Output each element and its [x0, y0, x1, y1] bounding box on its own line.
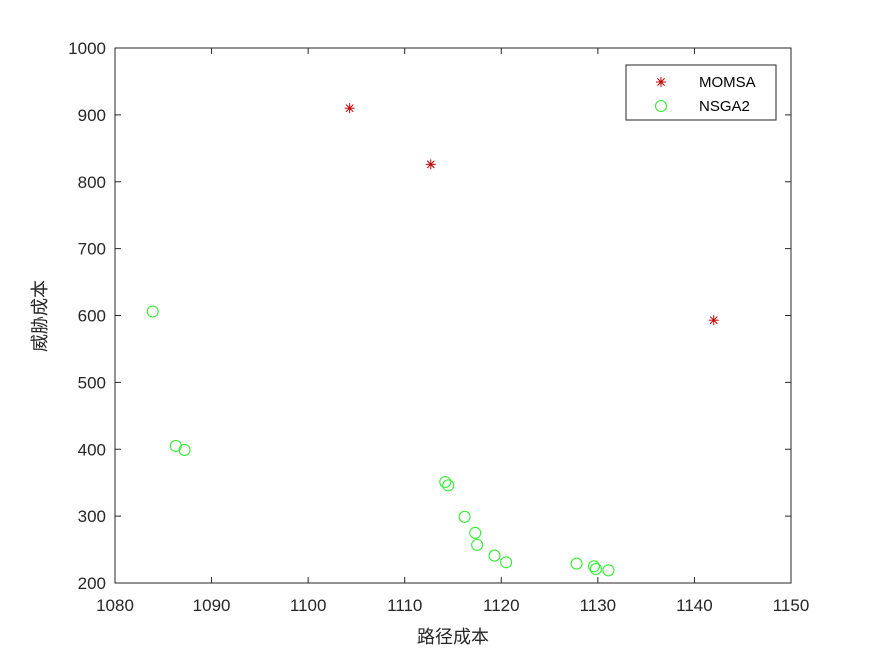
x-tick-label: 1100 — [290, 596, 327, 615]
legend-label-nsga2: NSGA2 — [699, 98, 750, 115]
point-nsga2 — [146, 305, 159, 318]
point-nsga2 — [458, 510, 471, 523]
y-tick-label: 200 — [78, 574, 106, 593]
point-nsga2 — [589, 562, 602, 576]
x-axis-label: 路径成本 — [417, 627, 489, 648]
point-momsa — [425, 159, 436, 170]
legend-box — [625, 64, 777, 121]
legend-marker-momsa — [656, 77, 666, 87]
data-marks — [146, 103, 719, 577]
legend-marker-nsga2 — [654, 99, 668, 113]
y-tick-label: 600 — [78, 307, 106, 326]
x-tick-label: 1110 — [387, 596, 422, 615]
axis-ticks: 1080 1090 1100 1110 1120 1130 1140 1150 200 300 40… — [68, 39, 809, 615]
y-axis-label: 威胁成本 — [30, 280, 51, 352]
point-nsga2 — [602, 564, 615, 577]
point-nsga2 — [488, 549, 501, 562]
x-tick-label: 1130 — [580, 596, 617, 615]
point-nsga2 — [469, 526, 482, 539]
point-nsga2 — [439, 475, 452, 489]
x-tick-label: 1120 — [483, 596, 520, 615]
x-tick-label: 1150 — [773, 596, 810, 615]
y-tick-label: 900 — [78, 106, 106, 125]
y-tick-label: 300 — [78, 507, 106, 526]
plot-frame — [114, 47, 792, 584]
y-tick-label: 800 — [78, 173, 106, 192]
x-tick-label: 1080 — [96, 596, 134, 615]
point-momsa — [344, 103, 355, 114]
y-tick-label: 700 — [78, 240, 106, 259]
point-nsga2 — [500, 556, 513, 569]
point-nsga2 — [178, 443, 191, 456]
point-nsga2 — [587, 560, 601, 573]
point-nsga2 — [570, 557, 583, 570]
y-tick-label: 400 — [78, 440, 106, 459]
legend-label-momsa: MOMSA — [699, 74, 756, 91]
y-tick-label: 1000 — [68, 39, 106, 58]
legend-marker-momsa — [656, 77, 666, 87]
point-nsga2 — [442, 479, 455, 492]
x-tick-label: 1140 — [676, 596, 713, 615]
legend: MOMSA NSGA2 — [625, 64, 777, 121]
legend-marker-nsga2 — [654, 99, 668, 113]
y-tick-label: 500 — [78, 373, 106, 392]
point-momsa — [708, 315, 719, 326]
plot-area — [115, 48, 791, 583]
point-nsga2 — [471, 538, 484, 551]
x-tick-label: 1090 — [193, 596, 231, 615]
